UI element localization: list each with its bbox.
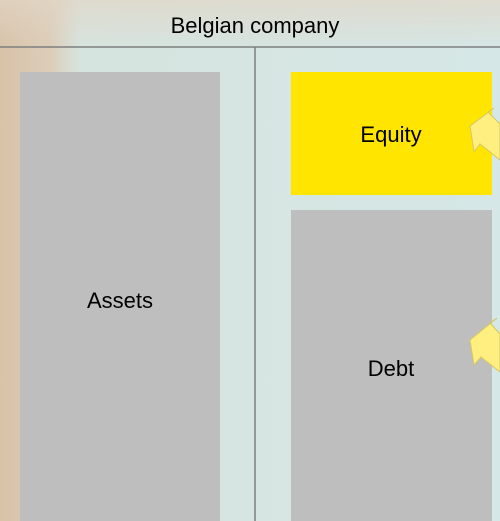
assets-box (20, 72, 220, 521)
arrow (469, 107, 500, 161)
debt-label: Debt (368, 356, 414, 381)
assets-label: Assets (87, 288, 153, 313)
background-top (0, 0, 500, 50)
arrow (469, 317, 500, 373)
equity-label: Equity (360, 122, 421, 147)
equity-box (291, 72, 492, 195)
debt-box (291, 210, 492, 521)
title: Belgian company (171, 13, 340, 38)
